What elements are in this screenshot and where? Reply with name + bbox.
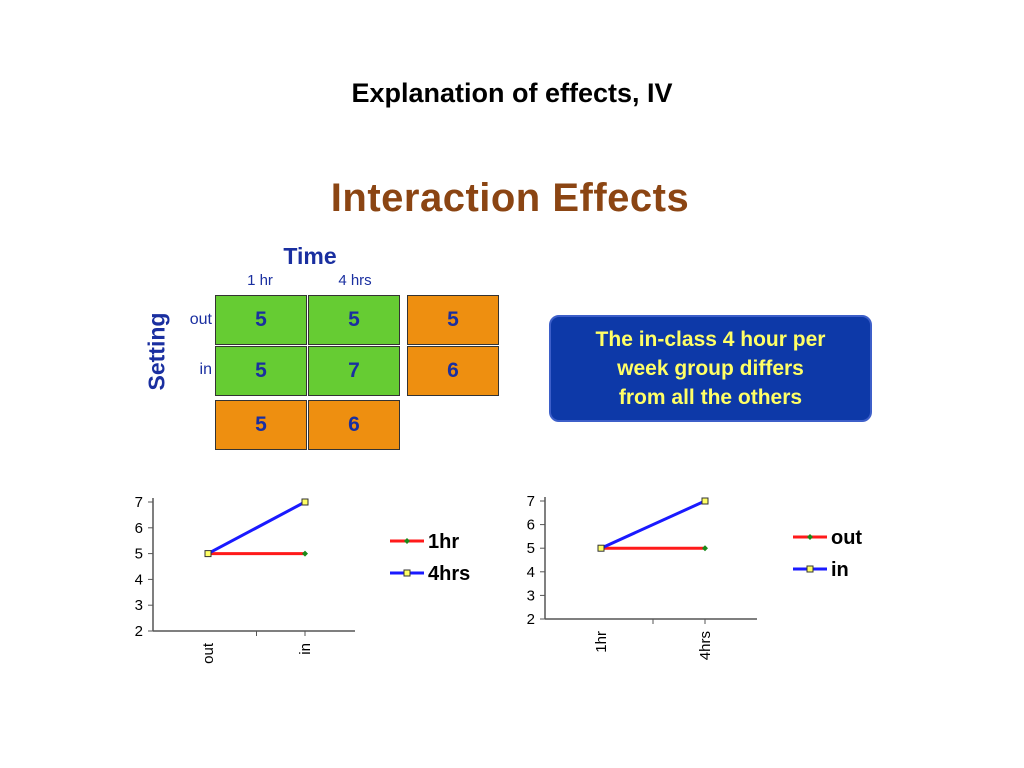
legend-marker-out <box>807 534 813 540</box>
callout-line-3: from all the others <box>618 386 803 409</box>
callout-line-2: week group differs <box>617 357 804 380</box>
legend-label-in: in <box>831 559 849 581</box>
column-header-1hr: 1 hr <box>247 272 273 289</box>
y-tick-label-1: 3 <box>527 587 535 604</box>
y-tick-label-1: 2 <box>527 611 535 628</box>
x-tick-label-0: in <box>297 643 314 655</box>
y-tick-label-1: 7 <box>527 493 535 510</box>
y-tick-label-0: 7 <box>135 494 143 511</box>
series-line-in <box>600 499 706 550</box>
column-mean-1hr: 5 <box>215 400 307 450</box>
cell-in-1hr: 5 <box>215 346 307 396</box>
legend-label-1hr: 1hr <box>428 531 459 553</box>
y-tick-label-1: 6 <box>527 517 535 534</box>
x-tick-label-0: out <box>200 642 217 664</box>
legend-label-out: out <box>831 527 862 549</box>
y-tick-label-1: 5 <box>527 540 535 557</box>
data-point-out <box>702 545 708 552</box>
slide-title: Explanation of effects, IV <box>351 78 673 108</box>
data-point-1hr <box>302 550 308 557</box>
y-tick-label-1: 4 <box>527 564 535 581</box>
series-line-4hrs <box>207 500 306 555</box>
cell-in-4hrs: 7 <box>308 346 400 396</box>
row-header-out: out <box>189 311 212 328</box>
legend-marker-in <box>806 565 814 573</box>
data-point-in <box>701 497 709 505</box>
legend-marker-1hr <box>404 538 410 544</box>
data-point-4hrs <box>204 550 212 558</box>
legend-label-4hrs: 4hrs <box>428 563 470 585</box>
data-point-in <box>597 544 605 552</box>
callout-line-1: The in-class 4 hour per <box>595 328 826 351</box>
row-mean-in: 6 <box>407 346 499 396</box>
data-point-4hrs <box>301 498 309 506</box>
cell-out-4hrs: 5 <box>308 295 400 345</box>
y-tick-label-0: 4 <box>135 571 143 588</box>
cell-out-1hr: 5 <box>215 295 307 345</box>
y-tick-label-0: 2 <box>135 623 143 640</box>
figure-title: Interaction Effects <box>330 176 690 220</box>
legend-marker-4hrs <box>403 569 411 577</box>
y-tick-label-0: 5 <box>135 546 143 563</box>
y-tick-label-0: 6 <box>135 520 143 537</box>
column-factor-label: Time <box>283 243 337 269</box>
row-header-in: in <box>199 361 212 378</box>
x-tick-label-1: 1hr <box>593 631 610 653</box>
x-tick-label-1: 4hrs <box>697 631 714 660</box>
callout-box: The in-class 4 hour per week group diffe… <box>549 315 872 422</box>
row-mean-out: 5 <box>407 295 499 345</box>
y-tick-label-0: 3 <box>135 597 143 614</box>
column-header-4hrs: 4 hrs <box>338 272 372 289</box>
column-mean-4hrs: 6 <box>308 400 400 450</box>
